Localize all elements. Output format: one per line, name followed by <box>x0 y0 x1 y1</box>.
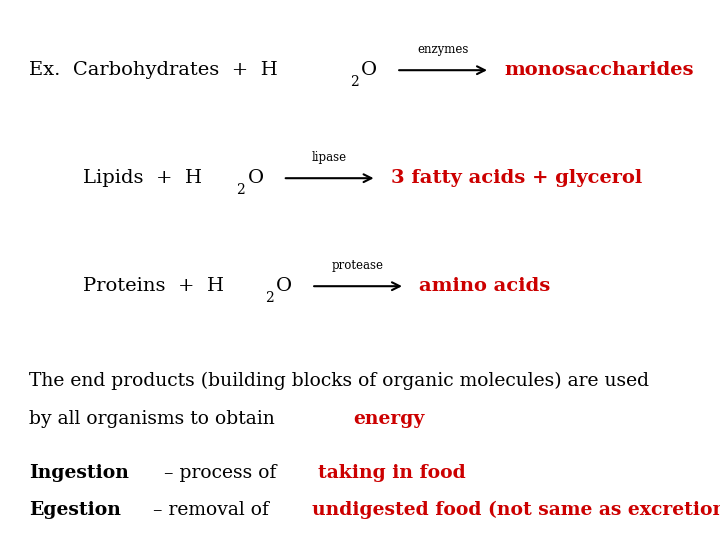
Text: lipase: lipase <box>312 151 347 164</box>
Text: Proteins  +  H: Proteins + H <box>83 277 224 295</box>
Text: O: O <box>361 61 377 79</box>
Text: Ingestion: Ingestion <box>29 463 129 482</box>
Text: enzymes: enzymes <box>418 43 469 56</box>
Text: – process of: – process of <box>158 463 282 482</box>
Text: 2: 2 <box>265 291 274 305</box>
Text: by all organisms to obtain: by all organisms to obtain <box>29 409 281 428</box>
Text: – removal of: – removal of <box>148 501 275 519</box>
Text: Egestion: Egestion <box>29 501 121 519</box>
Text: O: O <box>276 277 292 295</box>
Text: 2: 2 <box>236 183 245 197</box>
Text: amino acids: amino acids <box>419 277 551 295</box>
Text: 2: 2 <box>350 75 359 89</box>
Text: Ex.  Carbohydrates  +  H: Ex. Carbohydrates + H <box>29 61 277 79</box>
Text: taking in food: taking in food <box>318 463 466 482</box>
Text: The end products (building blocks of organic molecules) are used: The end products (building blocks of org… <box>29 372 649 390</box>
Text: monosaccharides: monosaccharides <box>504 61 694 79</box>
Text: energy: energy <box>354 409 425 428</box>
Text: protease: protease <box>332 259 384 272</box>
Text: O: O <box>248 169 264 187</box>
Text: Lipids  +  H: Lipids + H <box>83 169 202 187</box>
Text: undigested food (not same as excretion): undigested food (not same as excretion) <box>312 501 720 519</box>
Text: 3 fatty acids + glycerol: 3 fatty acids + glycerol <box>391 169 642 187</box>
